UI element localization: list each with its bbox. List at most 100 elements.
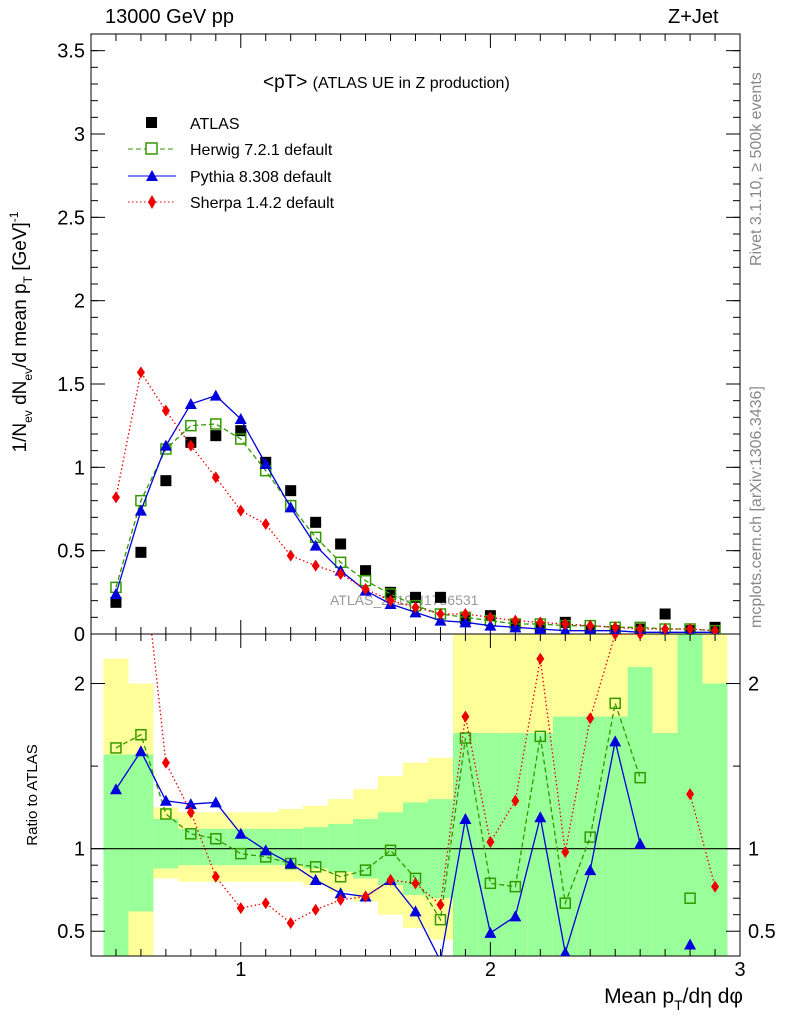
chart-title: <pT> (ATLAS UE in Z production) [263, 72, 510, 93]
legend-marker-pythia [146, 170, 158, 181]
main-point-sherpa [711, 624, 720, 634]
ratio-point-herwig [359, 864, 372, 876]
ratio-ytick-label-right: 1 [748, 839, 759, 861]
legend-marker-atlas [146, 117, 157, 128]
main-point-sherpa [111, 491, 120, 504]
ratio-point-pythia [439, 954, 442, 956]
ratio-point-sherpa [536, 652, 545, 665]
ratio-point-pythia [534, 811, 547, 823]
ratio-point-pythia [134, 745, 147, 757]
main-point-pythia [284, 501, 297, 513]
main-point-pythia [259, 458, 272, 469]
main-point-sherpa [386, 594, 395, 607]
main-series [109, 366, 721, 634]
main-point-sherpa [211, 471, 220, 484]
ratio-point-herwig [235, 847, 247, 860]
legend-label-atlas: ATLAS [190, 116, 240, 133]
ratio-point-sherpa [261, 897, 270, 910]
main-point-sherpa [261, 518, 270, 530]
ratio-point-sherpa [436, 898, 445, 911]
ratio-point-sherpa [211, 870, 220, 883]
ratio-point-pythia [634, 837, 647, 849]
x-tick-label: 2 [485, 959, 496, 981]
main-point-sherpa [236, 504, 245, 517]
ratio-point-pythia [409, 905, 422, 917]
ratio-ytick-label-right: 2 [748, 674, 759, 696]
main-point-atlas [285, 485, 297, 497]
main-point-sherpa [411, 601, 420, 614]
ratio-point-herwig [434, 913, 447, 926]
ratio-point-sherpa [511, 794, 520, 807]
ratio-ytick-label: 1 [74, 839, 85, 861]
ratio-point-sherpa [186, 806, 195, 819]
main-ytick-label: 2.5 [57, 207, 85, 229]
ratio-band-inner [153, 818, 179, 869]
ratio-point-sherpa [636, 634, 645, 640]
main-point-sherpa [561, 618, 570, 630]
ratio-point-pythia [560, 946, 571, 956]
main-point-atlas [235, 425, 247, 437]
ratio-point-pythia [309, 874, 322, 886]
main-point-pythia [159, 439, 172, 451]
main-point-atlas [410, 591, 421, 603]
main-point-atlas [210, 430, 222, 442]
ratio-band-inner [702, 683, 728, 956]
ratio-point-sherpa [686, 788, 695, 801]
ratio-point-herwig [634, 771, 646, 784]
ratio-point-herwig [309, 861, 322, 873]
main-point-sherpa [586, 619, 595, 632]
main-point-sherpa [311, 559, 320, 572]
main-point-atlas [310, 516, 322, 528]
main-point-sherpa [136, 366, 145, 379]
ratio-point-pythia [684, 938, 697, 950]
ratio-ytick-label: 2 [74, 674, 85, 696]
ratio-point-sherpa [336, 893, 345, 906]
main-point-atlas [385, 586, 397, 598]
ratio-point-herwig [484, 877, 497, 890]
ratio-series [109, 634, 720, 956]
main-point-sherpa [436, 608, 445, 620]
ratio-point-sherpa [236, 902, 245, 915]
ratio-point-herwig [135, 728, 147, 741]
ratio-point-pythia [284, 857, 297, 869]
legend-label-herwig: Herwig 7.2.1 default [190, 142, 333, 159]
main-ytick-label: 3.5 [57, 41, 85, 63]
ratio-band-inner [452, 733, 478, 956]
legend-label-sherpa: Sherpa 1.4.2 default [190, 195, 335, 212]
ratio-point-pythia [259, 844, 272, 856]
main-point-sherpa [461, 608, 470, 620]
ratio-band-inner [203, 828, 229, 866]
main-point-atlas [160, 475, 172, 487]
main-ytick-label: 2 [74, 291, 85, 313]
main-point-herwig [235, 433, 247, 445]
main-point-sherpa [486, 611, 495, 624]
legend-marker-sherpa [148, 195, 156, 209]
main-ytick-label: 1.5 [57, 374, 85, 396]
ratio-point-herwig [534, 730, 547, 743]
main-point-sherpa [686, 623, 695, 634]
legend-marker-herwig [145, 142, 158, 155]
legend-label-pythia: Pythia 8.308 default [190, 169, 332, 186]
main-point-sherpa [636, 623, 645, 634]
ratio-band-inner [602, 716, 628, 956]
ratio-point-herwig [210, 833, 222, 845]
main-point-pythia [209, 389, 222, 401]
legend: ATLAS Herwig 7.2.1 default Pythia 8.308 … [128, 116, 335, 212]
ratio-point-herwig [559, 897, 572, 909]
main-point-sherpa [511, 614, 520, 627]
main-point-pythia [534, 623, 547, 634]
axis-ticks: 0 0.5 1 1.5 2 2.5 3 3.5 0.5 0.5 1 1 2 2 1 2 3 [57, 33, 776, 981]
ratio-point-herwig [584, 831, 596, 843]
ratio-point-pythia [484, 926, 497, 938]
main-point-pythia [234, 413, 247, 424]
ratio-point-pythia [209, 796, 222, 808]
ratio-point-sherpa [461, 710, 470, 723]
ratio-point-sherpa [311, 903, 320, 916]
main-point-pythia [484, 619, 497, 631]
ratio-point-herwig [509, 880, 522, 893]
main-point-sherpa [286, 549, 295, 562]
ratio-point-sherpa [586, 712, 595, 725]
ratio-point-herwig [684, 892, 696, 904]
ratio-band-inner [552, 716, 578, 956]
ratio-point-pythia [584, 864, 597, 876]
